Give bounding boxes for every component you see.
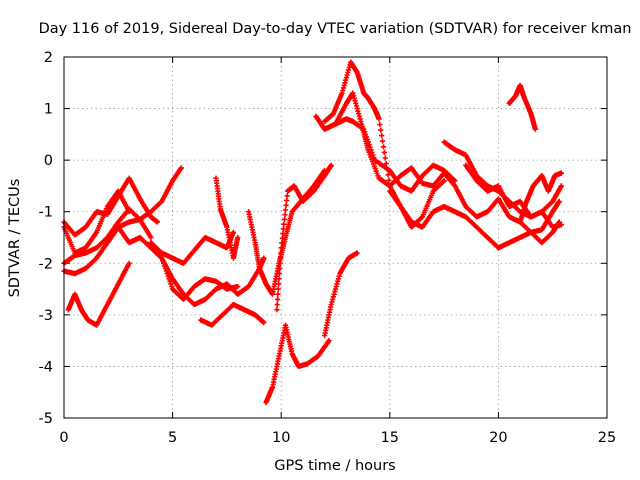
series-markers xyxy=(65,260,132,328)
series-markers xyxy=(61,216,154,277)
series-arc-10 xyxy=(213,175,241,261)
series-arc-18 xyxy=(387,188,562,251)
series-markers xyxy=(322,59,447,230)
x-tick-label: 10 xyxy=(272,430,290,446)
series-markers xyxy=(198,301,267,328)
series-arc-12 xyxy=(263,322,332,406)
x-tick-label: 0 xyxy=(59,430,68,446)
series-markers xyxy=(387,188,562,251)
series-markers xyxy=(274,162,334,313)
x-tick-label: 5 xyxy=(168,430,177,446)
y-tick-label: -4 xyxy=(39,359,53,375)
y-tick-labels: -5 -4 -3 -2 -1 0 1 2 xyxy=(39,50,53,427)
x-tick-label: 25 xyxy=(598,430,616,446)
series-arc-13 xyxy=(274,162,334,313)
x-tick-label: 15 xyxy=(381,430,399,446)
series-arc-20 xyxy=(506,82,538,132)
y-tick-label: 0 xyxy=(44,153,53,169)
series-markers xyxy=(115,224,267,308)
series-arc-14 xyxy=(322,250,360,339)
plot-frame xyxy=(63,56,608,419)
series-markers xyxy=(506,82,538,132)
series-arc-6 xyxy=(115,224,267,308)
y-tick-label: -5 xyxy=(39,411,53,427)
series-markers xyxy=(463,162,564,230)
series-arc-5 xyxy=(65,260,132,328)
series-markers xyxy=(213,175,241,261)
series-markers xyxy=(263,322,332,406)
y-axis-label: SDTVAR / TECUs xyxy=(7,179,23,298)
series-arc-16 xyxy=(322,59,447,230)
y-tick-label: -2 xyxy=(39,256,53,272)
chart-title: Day 116 of 2019, Sidereal Day-to-day VTE… xyxy=(39,21,632,37)
data-series xyxy=(61,59,564,406)
series-markers xyxy=(322,116,458,194)
y-tick-label: -1 xyxy=(39,205,53,221)
x-axis-label: GPS time / hours xyxy=(274,458,395,474)
series-arc-22 xyxy=(463,162,564,230)
series-markers xyxy=(322,250,360,339)
x-tick-labels: 0 5 10 15 20 25 xyxy=(59,430,616,446)
series-arc-8 xyxy=(148,229,236,266)
series-arc-9 xyxy=(198,301,267,328)
y-tick-label: 1 xyxy=(44,102,53,118)
series-arc-17 xyxy=(322,116,458,194)
x-tick-label: 20 xyxy=(489,430,507,446)
series-arc-4 xyxy=(61,216,154,277)
y-tick-label: 2 xyxy=(44,50,53,66)
series-markers xyxy=(148,229,236,266)
y-tick-label: -3 xyxy=(39,308,53,324)
